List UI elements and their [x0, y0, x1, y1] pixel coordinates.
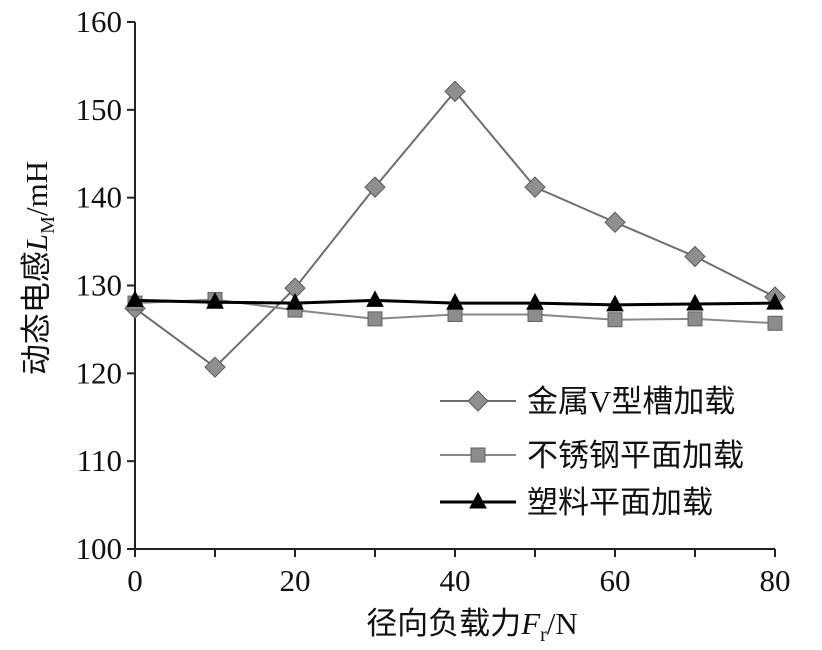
legend-marker	[470, 447, 486, 463]
x-tick-label: 80	[760, 563, 791, 598]
x-axis-title-unit: /N	[547, 606, 578, 641]
series-1-point	[364, 176, 386, 198]
series-3-point	[606, 294, 624, 312]
x-axis-title-subscript: r	[540, 624, 547, 646]
y-tick-label: 110	[77, 443, 122, 478]
series-3-point	[366, 290, 384, 307]
series-1	[124, 80, 786, 378]
y-tick-label: 140	[76, 180, 123, 215]
x-axis-title-text: 径向负载力	[366, 606, 521, 641]
series-layer	[124, 80, 786, 378]
legend-label: 不锈钢平面加载	[527, 438, 744, 473]
y-tick-label: 120	[76, 355, 123, 390]
series-3-point	[126, 290, 144, 307]
legend-marker	[467, 390, 489, 412]
series-3-point	[766, 293, 784, 310]
legend-item-2: 不锈钢平面加载	[440, 438, 744, 473]
legend-marker	[469, 491, 487, 509]
y-axis-title-symbol: L	[19, 234, 54, 252]
y-axis-title-text: 动态电感	[19, 251, 54, 375]
series-3-point	[686, 293, 704, 311]
series-2-point	[447, 306, 463, 322]
series-3-point	[526, 293, 544, 310]
x-axis-title-symbol: F	[520, 606, 541, 641]
series-1-point	[684, 245, 706, 268]
series-2-point	[367, 311, 383, 327]
x-tick-label: 20	[280, 563, 311, 598]
series-1-point	[524, 176, 546, 198]
series-3	[126, 290, 784, 312]
series-2-point	[767, 315, 783, 331]
series-1-point	[604, 211, 626, 233]
y-tick-label: 150	[76, 92, 123, 127]
series-1-point	[204, 356, 226, 378]
series-3-point	[206, 292, 224, 309]
x-axis-title: 径向负载力Fr/N	[366, 606, 578, 646]
y-axis-title-unit: /mH	[19, 161, 54, 216]
x-tick-label: 0	[127, 563, 143, 598]
series-1-point	[444, 80, 466, 103]
series-3-point	[446, 293, 464, 310]
legend-item-1: 金属V型槽加载	[440, 384, 735, 419]
legend-label: 金属V型槽加载	[527, 384, 735, 419]
y-tick-label: 130	[76, 268, 123, 303]
y-axis-title-subscript: M	[37, 216, 59, 234]
series-1-line	[134, 90, 776, 369]
series-2-point	[687, 311, 703, 327]
y-tick-label: 160	[76, 4, 123, 39]
x-tick-label: 40	[440, 563, 471, 598]
series-3-point	[286, 293, 304, 310]
series-2-point	[607, 312, 623, 328]
x-tick-label: 60	[600, 563, 631, 598]
legend-item-3: 塑料平面加载	[440, 485, 713, 520]
y-tick-label: 100	[76, 531, 123, 566]
y-axis-title: 动态电感LM/mH	[19, 161, 59, 375]
legend-label: 塑料平面加载	[527, 485, 713, 520]
series-2-point	[527, 306, 543, 322]
axes: 100 110 120 130 140 150 160 0 20 40 60 80	[76, 4, 791, 598]
